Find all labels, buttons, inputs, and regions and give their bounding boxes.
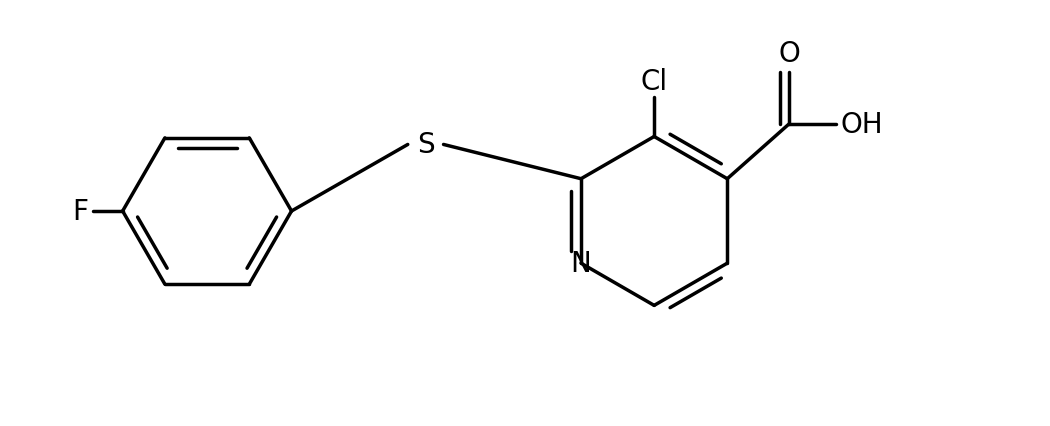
Text: N: N [570, 250, 591, 277]
Text: S: S [417, 131, 435, 159]
Text: Cl: Cl [640, 68, 668, 95]
Text: O: O [778, 40, 800, 68]
Text: F: F [71, 198, 88, 225]
Text: OH: OH [841, 111, 883, 139]
